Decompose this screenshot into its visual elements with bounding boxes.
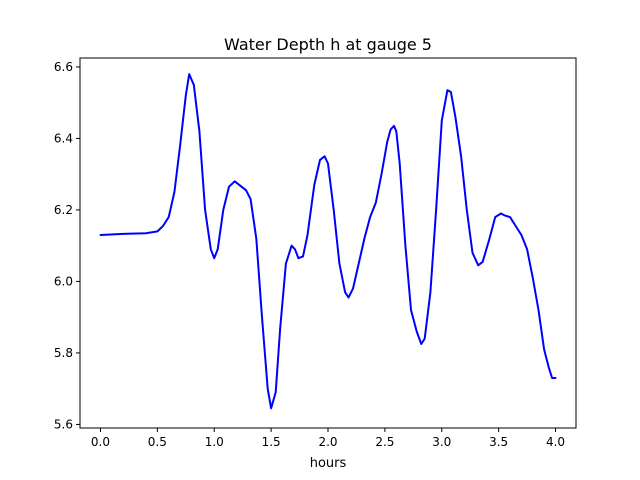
y-tick-label: 6.6	[54, 60, 73, 74]
x-tick-label: 2.0	[318, 435, 337, 449]
x-tick-label: 1.0	[205, 435, 224, 449]
x-axis-ticks: 0.0 0.5 1.0 1.5 2.0 2.5 3.0 3.5 4.0	[91, 428, 565, 449]
x-axis-label: hours	[310, 456, 347, 471]
x-tick-label: 1.5	[262, 435, 281, 449]
x-tick-label: 3.5	[489, 435, 508, 449]
y-tick-label: 5.6	[54, 417, 73, 431]
y-tick-label: 5.8	[54, 346, 73, 360]
x-tick-label: 4.0	[546, 435, 565, 449]
y-axis-ticks: 5.6 5.8 6.0 6.2 6.4 6.6	[54, 60, 80, 431]
y-tick-label: 6.4	[54, 131, 73, 145]
x-tick-label: 2.5	[375, 435, 394, 449]
series-line	[99, 73, 557, 410]
chart-title: Water Depth h at gauge 5	[224, 35, 432, 54]
x-tick-label: 0.5	[148, 435, 167, 449]
y-tick-label: 6.2	[54, 203, 73, 217]
plot-frame	[79, 57, 577, 429]
x-tick-label: 0.0	[91, 435, 110, 449]
y-tick-label: 6.0	[54, 274, 73, 288]
x-tick-label: 3.0	[432, 435, 451, 449]
